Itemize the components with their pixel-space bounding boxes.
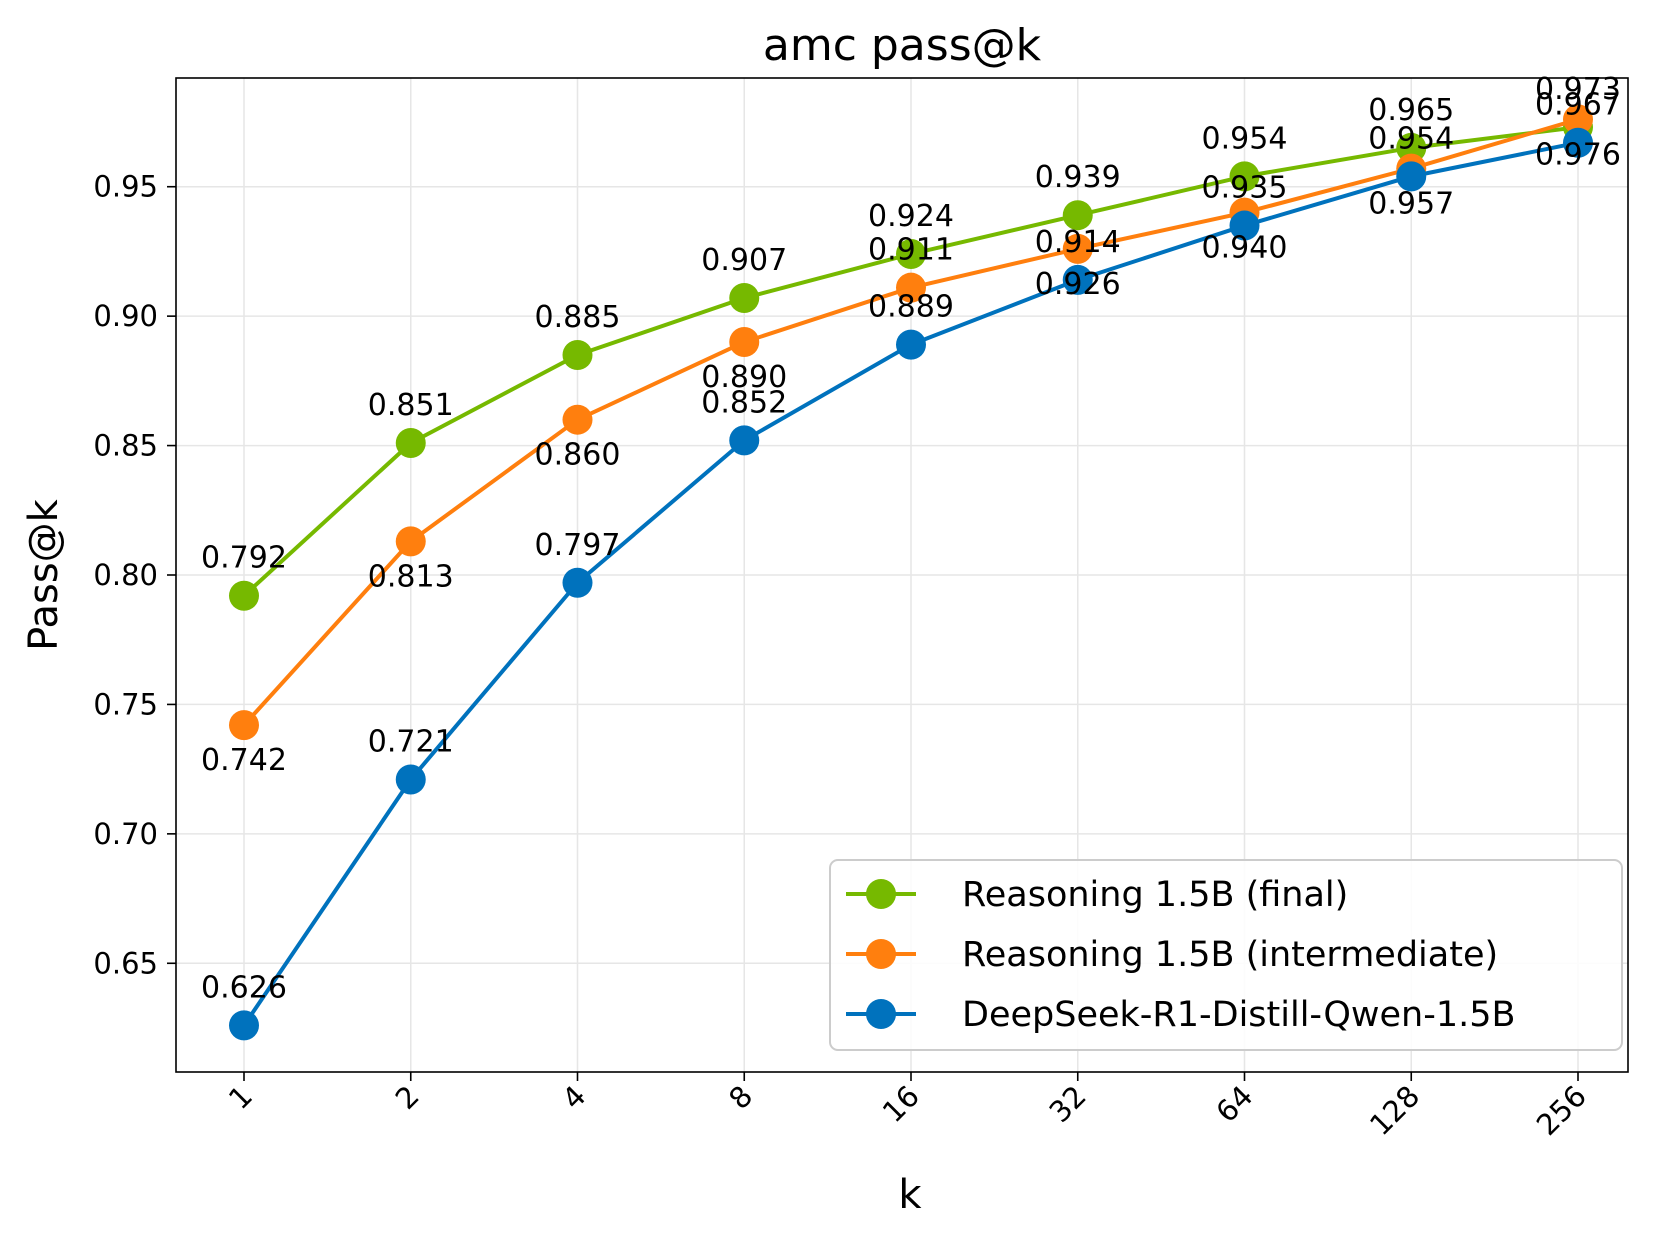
data-label: 0.626 (201, 970, 287, 1005)
legend-label: Reasoning 1.5B (intermediate) (962, 935, 1498, 975)
data-point (229, 580, 259, 611)
y-tick-label: 0.75 (93, 687, 158, 721)
data-label: 0.976 (1535, 137, 1621, 172)
data-point (1396, 132, 1427, 163)
y-axis: 0.65 0.70 0.75 0.80 0.85 0.90 0.95 (93, 170, 176, 980)
data-label: 0.940 (1202, 231, 1288, 266)
data-label: 0.742 (201, 743, 287, 778)
data-label: 0.860 (535, 438, 621, 473)
data-label: 0.852 (701, 385, 787, 420)
data-label: 0.954 (1368, 121, 1454, 156)
y-axis-label: Pass@k (21, 498, 67, 651)
data-point (229, 710, 259, 741)
data-label: 0.721 (368, 724, 454, 759)
data-label: 0.911 (868, 233, 954, 268)
data-label: 0.924 (868, 199, 954, 234)
data-label: 0.792 (201, 541, 287, 576)
data-point (1563, 127, 1593, 158)
x-axis-label: k (898, 1172, 922, 1218)
data-label: 0.885 (535, 300, 621, 335)
data-point (1563, 104, 1593, 135)
data-point (729, 327, 760, 358)
series-layer (229, 104, 1593, 1041)
y-tick-label: 0.85 (93, 429, 158, 463)
legend-frame (829, 859, 1623, 1051)
data-point (729, 283, 760, 314)
data-label: 0.935 (1202, 171, 1288, 206)
data-point (896, 329, 926, 360)
data-label: 0.973 (1535, 72, 1621, 107)
data-point (1062, 264, 1093, 295)
data-point (729, 425, 760, 456)
legend-label: DeepSeek-R1-Distill-Qwen-1.5B (962, 995, 1516, 1035)
y-tick-label: 0.65 (93, 946, 158, 980)
data-point (562, 404, 593, 435)
legend-marker (866, 999, 896, 1029)
y-tick-label: 0.70 (93, 817, 158, 851)
legend-label: Reasoning 1.5B (final) (962, 875, 1348, 915)
data-labels-layer: 0.7920.8510.8850.9070.9240.9390.9540.965… (201, 72, 1621, 1005)
data-label: 0.851 (368, 388, 454, 423)
data-label: 0.954 (1202, 121, 1288, 156)
data-point (562, 339, 593, 370)
data-point (1229, 161, 1260, 192)
data-point (1229, 210, 1260, 241)
data-label: 0.965 (1368, 93, 1454, 128)
data-label: 0.939 (1035, 160, 1121, 195)
data-label: 0.889 (868, 290, 954, 325)
y-tick-label: 0.95 (93, 170, 158, 204)
legend: Reasoning 1.5B (final) Reasoning 1.5B (in… (829, 859, 1623, 1051)
data-point (395, 764, 426, 795)
data-point (1062, 233, 1093, 264)
data-point (896, 239, 926, 270)
chart-title: amc pass@k (763, 20, 1042, 71)
data-point (229, 1010, 259, 1041)
data-label: 0.926 (1035, 267, 1121, 302)
data-label: 0.890 (701, 360, 787, 395)
data-label: 0.907 (701, 243, 787, 278)
data-point (395, 526, 426, 557)
data-label: 0.914 (1035, 225, 1121, 260)
data-label: 0.967 (1535, 88, 1621, 123)
data-point (1062, 200, 1093, 231)
data-point (896, 272, 926, 303)
y-tick-label: 0.90 (93, 299, 158, 333)
legend-marker (866, 879, 896, 909)
data-label: 0.957 (1368, 187, 1454, 222)
data-point (395, 427, 426, 458)
y-tick-label: 0.80 (93, 558, 158, 592)
data-label: 0.813 (368, 559, 454, 594)
data-point (1396, 161, 1427, 192)
data-label: 0.797 (535, 528, 621, 563)
data-point (562, 567, 593, 598)
legend-marker (866, 939, 896, 969)
